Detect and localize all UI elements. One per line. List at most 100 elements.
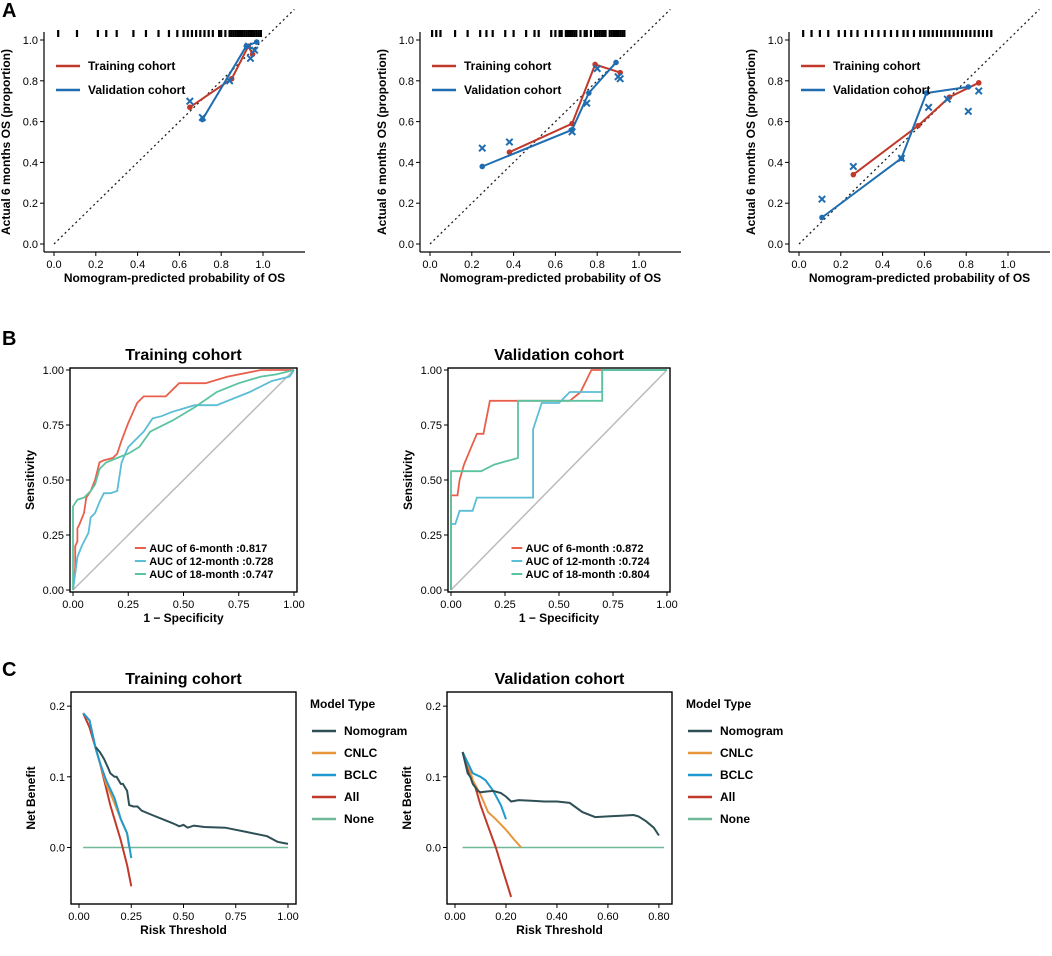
chart-calib2: 0.0 0.2 0.4 0.6 0.8 1.00.00.20.40.60.81.0Nomo… bbox=[375, 8, 681, 285]
x-tick-label: 0.00 bbox=[68, 911, 89, 923]
roc-curve-12-month bbox=[450, 369, 667, 590]
y-tick-label: 0.25 bbox=[43, 530, 64, 542]
chart-dca1: 0.00 0.25 0.50 0.75 1.00 0.0 0.1 0.2 Risk Thresh… bbox=[24, 671, 407, 937]
calibration-cross bbox=[924, 103, 933, 112]
y-tick-label: 0.4 bbox=[768, 157, 783, 169]
calibration-cross bbox=[897, 154, 906, 163]
calibration-point bbox=[479, 163, 486, 170]
panel-label-c: C bbox=[2, 659, 16, 681]
y-tick-label: 0.0 bbox=[768, 239, 783, 251]
legend-label: Validation cohort bbox=[88, 83, 185, 97]
y-tick-label: 0.0 bbox=[426, 842, 441, 854]
calibration-cross bbox=[568, 127, 577, 136]
x-axis-label: 1 − Specificity bbox=[519, 611, 600, 625]
ideal-diagonal bbox=[429, 8, 671, 245]
chart-roc1: 0.00 0.25 0.50 0.75 1.00 0.00 0.25 0.50 0.75 1.00… bbox=[23, 347, 305, 625]
legend-label: BCLC bbox=[344, 768, 378, 782]
x-tick-label: 0.6 bbox=[172, 259, 187, 271]
calibration-cross bbox=[593, 64, 602, 73]
legend-label: Validation cohort bbox=[833, 83, 930, 97]
legend-label: Training cohort bbox=[464, 59, 551, 73]
y-tick-label: 0.8 bbox=[768, 76, 783, 88]
legend-label: CNLC bbox=[344, 746, 378, 760]
x-axis-label: Nomogram-predicted probability of OS bbox=[64, 271, 285, 285]
y-tick-label: 0.2 bbox=[768, 198, 783, 210]
legend-label: Training cohort bbox=[833, 59, 920, 73]
legend-title: Model Type bbox=[686, 697, 751, 711]
panel-label-a: A bbox=[2, 0, 16, 22]
roc-curve-6-month bbox=[72, 369, 294, 591]
x-tick-label: 0.2 bbox=[88, 259, 103, 271]
legend-label: Nomogram bbox=[720, 724, 783, 738]
y-tick-label: 0.8 bbox=[399, 76, 414, 88]
x-axis-label: Risk Threshold bbox=[516, 923, 603, 937]
legend-label: AUC of 18-month :0.804 bbox=[526, 569, 651, 581]
x-tick-label: 0.0 bbox=[46, 259, 61, 271]
calibration-cross bbox=[616, 74, 625, 83]
y-tick-label: 0.6 bbox=[399, 117, 414, 129]
dca-curve-nomogram bbox=[94, 746, 289, 845]
calibration-point bbox=[253, 39, 260, 45]
chart-title: Training cohort bbox=[125, 671, 242, 688]
x-tick-label: 1.0 bbox=[255, 259, 270, 271]
legend-label: AUC of 6-month :0.872 bbox=[526, 543, 644, 555]
y-tick-label: 0.50 bbox=[43, 475, 64, 487]
legend-label: None bbox=[720, 812, 750, 826]
legend-label: All bbox=[720, 790, 735, 804]
plot-frame bbox=[446, 691, 673, 905]
calibration-cross bbox=[964, 107, 973, 116]
y-tick-label: 1.00 bbox=[43, 365, 64, 377]
chart-roc2: 0.00 0.25 0.50 0.75 1.00 0.00 0.25 0.50 0.75 1.00… bbox=[401, 347, 678, 625]
ideal-diagonal bbox=[53, 8, 295, 245]
dca-curve-all bbox=[82, 712, 133, 887]
calibration-cross bbox=[818, 195, 826, 204]
calibration-cross bbox=[246, 54, 255, 63]
legend-title: Model Type bbox=[310, 697, 375, 711]
x-tick-label: 1.00 bbox=[656, 599, 677, 611]
x-tick-label: 0.4 bbox=[875, 259, 890, 271]
y-tick-label: 0.00 bbox=[421, 585, 442, 597]
x-tick-label: 1.0 bbox=[631, 259, 646, 271]
x-tick-label: 0.00 bbox=[440, 599, 461, 611]
roc-curve-18-month bbox=[72, 369, 295, 590]
legend-label: Validation cohort bbox=[464, 83, 561, 97]
y-tick-label: 0.4 bbox=[23, 157, 38, 169]
chart-calib1: 0.0 0.2 0.4 0.6 0.8 1.00.00.20.40.60.81.0Nomo… bbox=[0, 8, 305, 285]
legend-label: Nomogram bbox=[344, 724, 407, 738]
chart-title: Validation cohort bbox=[494, 347, 624, 364]
y-tick-label: 0.75 bbox=[43, 420, 64, 432]
x-tick-label: 0.80 bbox=[648, 911, 669, 923]
dca-curve-all bbox=[461, 751, 513, 898]
x-tick-label: 0.4 bbox=[506, 259, 521, 271]
y-tick-label: 0.1 bbox=[426, 772, 441, 784]
dca-curve-cnlc bbox=[461, 751, 523, 849]
y-axis-label: Net Benefit bbox=[24, 766, 38, 829]
y-axis-label: Actual 6 months OS (proportion) bbox=[375, 49, 389, 235]
legend-label: None bbox=[344, 812, 374, 826]
calibration-cross bbox=[582, 99, 591, 108]
y-tick-label: 0.75 bbox=[421, 420, 442, 432]
y-tick-label: 0.6 bbox=[23, 117, 38, 129]
calibration-line-validation bbox=[481, 61, 617, 168]
calibration-cross bbox=[505, 138, 514, 146]
calibration-point bbox=[187, 104, 193, 111]
x-axis-label: 1 − Specificity bbox=[143, 611, 224, 625]
x-tick-label: 0.50 bbox=[173, 911, 194, 923]
y-axis-label: Sensitivity bbox=[23, 450, 37, 510]
calibration-cross bbox=[943, 95, 952, 104]
y-tick-label: 1.0 bbox=[768, 35, 783, 47]
calibration-point bbox=[586, 90, 592, 96]
y-tick-label: 1.0 bbox=[399, 35, 414, 47]
x-tick-label: 0.20 bbox=[495, 911, 516, 923]
calibration-point bbox=[506, 149, 513, 155]
legend-label: AUC of 12-month :0.728 bbox=[149, 556, 273, 568]
calibration-line-training bbox=[189, 43, 254, 109]
x-tick-label: 0.40 bbox=[546, 911, 567, 923]
y-tick-label: 0.50 bbox=[421, 475, 442, 487]
calibration-point bbox=[975, 80, 982, 86]
calibration-point bbox=[915, 122, 921, 129]
x-tick-label: 1.00 bbox=[283, 599, 304, 611]
calibration-line-training bbox=[508, 63, 621, 154]
chart-title: Validation cohort bbox=[495, 671, 625, 688]
